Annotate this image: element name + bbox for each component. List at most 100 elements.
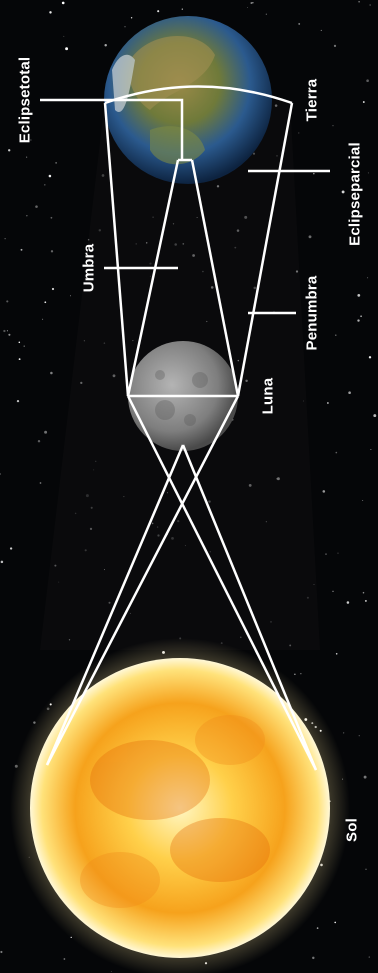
star [370,449,372,450]
star [357,319,360,322]
star [104,44,107,47]
star [50,250,54,253]
label-eclipse-parcial: Eclipseparcial [346,142,364,246]
star [369,4,371,6]
star [6,300,9,303]
star [265,13,267,15]
star [9,547,13,550]
star [49,11,52,14]
penumbra-line-left-upper [103,102,130,397]
star [349,835,352,839]
star [363,775,367,779]
moon-craters [155,370,208,426]
umbra-line-left [45,444,185,766]
star [26,156,28,158]
earth-arc [104,85,293,105]
star [23,345,25,347]
star [44,184,46,186]
star [50,371,53,375]
star [327,402,329,404]
star [368,356,372,359]
star [368,956,370,958]
star [63,958,66,960]
label-penumbra: Penumbra [303,275,321,351]
star [69,295,71,297]
star [6,330,8,332]
star [30,139,32,141]
star [322,490,326,493]
star [367,277,369,279]
star [358,735,360,737]
star [366,79,369,83]
star [35,205,38,208]
star [335,451,338,454]
star [4,238,6,240]
star [55,162,57,164]
star [312,956,315,960]
label-sol: Sol [343,818,361,842]
star [16,399,20,403]
star [367,172,369,174]
star [0,950,3,954]
star [346,601,350,604]
star [298,22,301,25]
umbra-line-upper-right [190,159,240,397]
label-tierra: Tierra [303,78,321,122]
star [26,215,28,217]
star [8,149,11,152]
star [337,552,339,554]
star [65,47,69,51]
star [63,35,65,37]
star [39,482,42,484]
star [343,732,345,734]
star [332,125,334,127]
star [181,8,183,10]
star [0,560,4,564]
label-umbra: Umbra [80,243,98,293]
star [294,673,296,675]
star [335,653,338,655]
label-luna: Luna [259,377,277,415]
star [313,172,315,175]
star [334,921,337,924]
star [20,248,23,251]
star [360,315,362,318]
eclipse-lines [40,85,330,771]
sun-texture [80,715,270,908]
label-eclipse-total: Eclipsetotal [16,56,34,144]
star [252,2,254,4]
star [28,106,30,108]
star [42,318,44,320]
star [348,391,351,395]
star [316,927,319,929]
leader-eclipse-total [40,98,184,160]
star [358,1,360,3]
sun [30,658,330,958]
star [250,2,253,4]
star [300,673,302,675]
star [362,101,365,103]
star [124,26,126,28]
star [308,235,312,239]
star [298,132,300,134]
star [50,216,53,219]
star [157,10,160,13]
star [357,294,361,297]
star [332,590,334,592]
star [110,971,112,973]
star [3,329,6,333]
star [18,341,21,344]
star [320,29,322,31]
star [362,591,365,594]
star [333,44,337,48]
star [246,7,248,8]
star [37,439,41,443]
star [341,190,345,194]
star [373,414,377,418]
star [335,334,337,336]
star [364,599,367,602]
umbra-line-right [181,444,318,771]
umbra-line-upper-left [126,159,180,397]
